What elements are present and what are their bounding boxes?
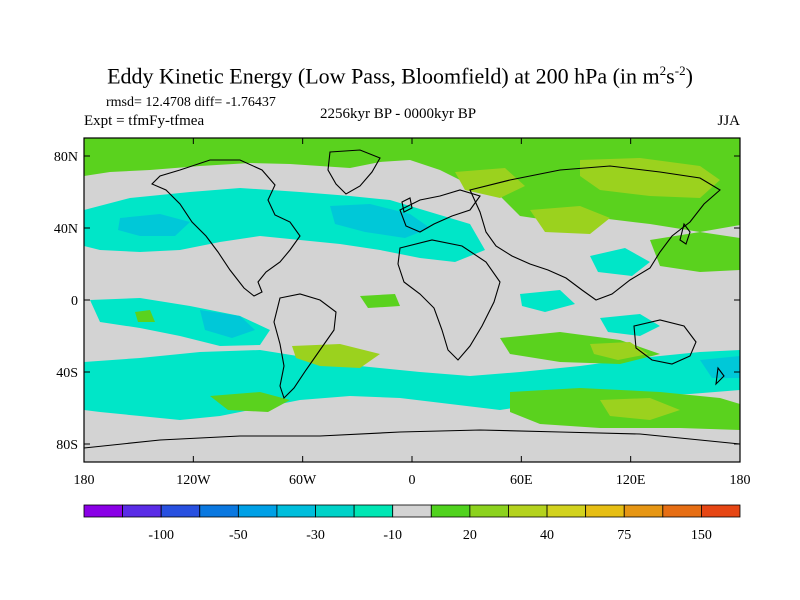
y-tick-label: 40S (56, 366, 78, 381)
map-title: Eddy Kinetic Energy (Low Pass, Bloomfiel… (107, 63, 693, 89)
y-tick-label: 80S (56, 438, 78, 453)
colorbar-swatch (122, 504, 162, 518)
tropical-pacific-core-negative (200, 310, 255, 338)
season-label: JJA (717, 113, 740, 129)
central-asia-negative (590, 248, 650, 276)
experiment-label: Expt = tfmFy-tfmea (84, 113, 205, 129)
colorbar-swatch (276, 504, 316, 518)
colorbar-swatch (701, 504, 741, 518)
colorbar: -100 -50 -30 -10 20 40 75 150 (83, 504, 741, 543)
new-zealand-coast (715, 366, 725, 386)
colorbar-label: 75 (617, 528, 631, 543)
europe-coast (399, 189, 481, 233)
x-tick-label: 180 (730, 473, 751, 488)
indian-ocean-west-negative (520, 290, 575, 312)
colorbar-swatch (546, 504, 587, 518)
colorbar-swatch (199, 504, 239, 518)
pacific-east-positive (650, 232, 740, 272)
colorbar-swatch (585, 504, 625, 518)
colorbar-swatch (353, 504, 394, 518)
x-tick-label: 180 (74, 473, 95, 488)
colorbar-label: 40 (540, 528, 554, 543)
north-pacific-core-negative (118, 214, 190, 236)
period-label: 2256kyr BP - 0000kyr BP (320, 106, 477, 122)
x-tick-label: 0 (409, 473, 416, 488)
longitude-axis: 180 120W 60W 0 60E 120E 180 (74, 138, 751, 488)
coastlines (84, 149, 740, 449)
colorbar-label: 150 (691, 528, 712, 543)
colorbar-swatch (623, 504, 664, 518)
uk-coast (401, 197, 413, 213)
south-america-coast (273, 293, 337, 400)
west-pacific-positive (530, 206, 610, 234)
y-tick-label: 40N (54, 222, 78, 237)
colorbar-swatch (237, 504, 278, 518)
north-atlantic-core-negative (330, 204, 430, 238)
south-atlantic-positive (292, 344, 380, 368)
x-tick-label: 60W (289, 473, 317, 488)
japan-coast (679, 222, 691, 245)
southern-high-lat-core-positive (600, 398, 680, 420)
x-tick-label: 120E (616, 473, 646, 488)
colorbar-label: 20 (463, 528, 477, 543)
y-tick-label: 80N (54, 150, 78, 165)
colorbar-swatch (315, 504, 355, 518)
central-atlantic-positive (360, 294, 400, 308)
antarctic-pacific-positive (210, 392, 290, 412)
eastern-siberia-positive (455, 168, 525, 198)
colorbar-swatch (160, 504, 201, 518)
southeast-pacific-negative-core (700, 356, 740, 378)
north-pacific-atlantic-negative (84, 188, 485, 262)
colorbar-label: -10 (383, 528, 402, 543)
colorbar-swatch (392, 504, 432, 518)
africa-coast (397, 239, 501, 361)
asia-coast (469, 165, 721, 301)
ekE-field (84, 138, 740, 462)
colorbar-swatch (469, 504, 509, 518)
east-pacific-small-positive (135, 310, 155, 322)
colorbar-label: -30 (306, 528, 325, 543)
colorbar-swatch (508, 504, 548, 518)
statistics-text: rmsd= 12.4708 diff= -1.76437 (106, 95, 276, 110)
antarctica-coast (84, 429, 740, 449)
y-tick-label: 0 (71, 294, 78, 309)
northeast-asia-high-positive (580, 158, 720, 198)
greenland-coast (327, 149, 381, 195)
colorbar-swatch (430, 504, 471, 518)
south-indian-core-positive (590, 342, 648, 360)
latitude-axis: 80N 40N 0 40S 80S (54, 150, 740, 453)
colorbar-label: -100 (148, 528, 174, 543)
colorbar-swatch (662, 504, 702, 518)
x-tick-label: 120W (176, 473, 211, 488)
colorbar-label: -50 (229, 528, 248, 543)
australia-coast (633, 319, 697, 365)
x-tick-label: 60E (510, 473, 533, 488)
colorbar-swatch (83, 504, 123, 518)
north-america-coast (151, 159, 301, 297)
tropical-west-pacific-negative (600, 314, 660, 336)
